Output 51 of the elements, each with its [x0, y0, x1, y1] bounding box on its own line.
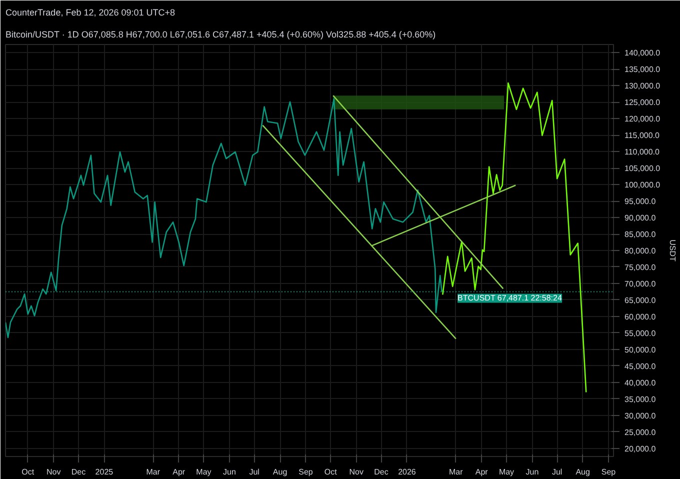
y-tick-label: 125,000.0: [624, 98, 661, 108]
x-tick-label: May: [498, 468, 514, 476]
y-tick-label: 120,000.0: [624, 114, 661, 124]
y-tick-label: 35,000.0: [624, 394, 656, 404]
ref-line-label: BTCUSDT 67,487.1 22:58:24: [458, 294, 562, 303]
y-tick-label: 25,000.0: [624, 428, 656, 437]
y-tick-label: 65,000.0: [624, 296, 656, 305]
x-tick-label: Aug: [272, 468, 288, 476]
y-tick-label: 70,000.0: [624, 279, 656, 288]
x-tick-label: Mar: [146, 468, 160, 476]
y-tick-label: 95,000.0: [624, 197, 656, 206]
y-tick-label: 105,000.0: [624, 164, 661, 174]
y-axis-title: USDT: [668, 240, 678, 262]
y-tick-label: 60,000.0: [624, 312, 656, 322]
x-tick-label: Jun: [223, 468, 236, 476]
y-tick-label: 55,000.0: [624, 328, 656, 338]
y-tick-label: 45,000.0: [624, 362, 656, 371]
x-tick-label: Dec: [71, 468, 86, 476]
y-tick-label: 40,000.0: [624, 378, 656, 388]
y-tick-label: 115,000.0: [624, 131, 660, 140]
text: CounterTrade, Feb 12, 2026 09:01 UTC+8: [6, 8, 176, 18]
x-tick-label: Sep: [298, 468, 314, 476]
x-tick-label: 2025: [95, 468, 114, 476]
y-tick-label: 130,000.0: [624, 82, 661, 91]
x-tick-label: Aug: [576, 468, 590, 476]
x-tick-label: Jul: [552, 468, 562, 476]
y-tick-label: 135,000.0: [624, 65, 661, 74]
y-tick-label: 30,000.0: [624, 411, 656, 420]
y-tick-label: 110,000.0: [624, 148, 660, 157]
x-tick-label: Mar: [449, 468, 464, 476]
y-tick-label: 50,000.0: [624, 345, 656, 354]
y-tick-label: 85,000.0: [624, 230, 656, 240]
x-tick-label: Nov: [46, 468, 61, 476]
x-tick-label: Sep: [601, 468, 616, 476]
y-tick-label: 100,000.0: [624, 180, 661, 190]
y-tick-label: 90,000.0: [624, 214, 656, 223]
x-tick-label: Nov: [349, 468, 364, 476]
y-tick-label: 20,000.0: [624, 444, 656, 454]
x-tick-label: May: [196, 468, 212, 476]
chart-title: Bitcoin/USDT · 1D O67,085.8 H67,700.0 L67,051.6 C67,487.1 +405.4 (+0.60%) Vol325.88 +405.4 (+0.60%): [6, 30, 436, 40]
y-tick-label: 80,000.0: [624, 246, 656, 256]
x-tick-label: 2026: [398, 468, 416, 476]
x-tick-label: Apr: [172, 468, 186, 476]
x-tick-label: Oct: [324, 468, 338, 476]
y-tick-label: 140,000.0: [624, 48, 661, 58]
x-tick-label: Jun: [526, 468, 539, 476]
x-tick-label: Jul: [249, 468, 260, 476]
x-tick-label: Apr: [475, 468, 488, 476]
y-tick-label: 75,000.0: [624, 262, 656, 272]
x-tick-label: Oct: [22, 468, 35, 476]
x-tick-label: Dec: [374, 468, 388, 476]
